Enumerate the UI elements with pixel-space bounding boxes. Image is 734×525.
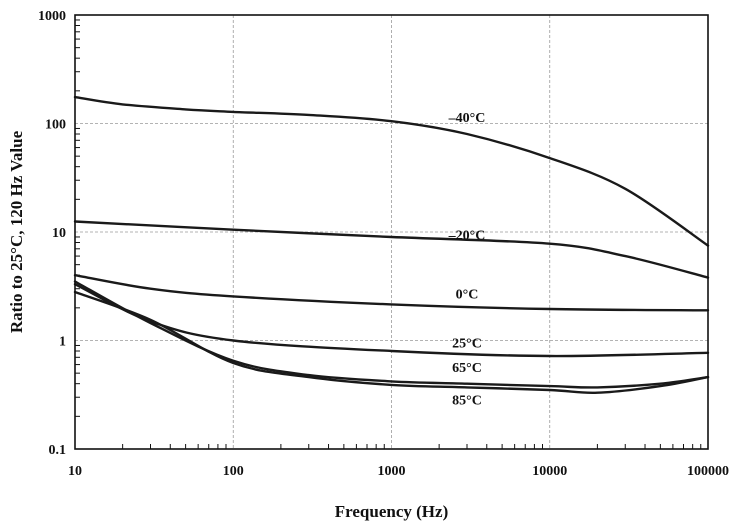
series-line [73, 95, 710, 247]
x-tick-labels: 10 100 1000 10000 100000 [68, 464, 729, 479]
series-line [73, 280, 710, 389]
series-line [73, 283, 710, 358]
series-label: –40°C [448, 111, 486, 126]
series-label: 65°C [452, 361, 482, 376]
series-label: –20°C [448, 228, 486, 243]
x-tick-label: 1000 [378, 464, 406, 479]
series-label: 25°C [452, 336, 482, 351]
y-tick-label: 1 [59, 335, 66, 350]
y-axis-title: Ratio to 25°C, 120 Hz Value [7, 130, 26, 333]
series-line [73, 290, 710, 395]
x-tick-label: 100000 [687, 464, 729, 479]
series-label: 0°C [456, 288, 479, 303]
x-axis-title: Frequency (Hz) [335, 502, 448, 521]
y-tick-label: 0.1 [49, 443, 67, 458]
series-line [73, 220, 710, 279]
series-label: 85°C [452, 394, 482, 409]
y-tick-label: 1000 [38, 9, 66, 24]
grid [75, 15, 708, 449]
plot-frame [74, 14, 709, 450]
y-tick-label: 10 [52, 226, 66, 241]
series-labels: –40°C –20°C 0°C 25°C 65°C 85°C [448, 111, 486, 409]
x-tick-label: 10000 [532, 464, 567, 479]
y-tick-label: 100 [45, 118, 66, 133]
minor-ticks [75, 19, 702, 449]
x-tick-label: 10 [68, 464, 82, 479]
series-line [73, 274, 710, 312]
y-tick-labels: 0.1 1 10 100 1000 [38, 9, 66, 458]
series-lines [73, 95, 710, 395]
x-tick-label: 100 [223, 464, 244, 479]
